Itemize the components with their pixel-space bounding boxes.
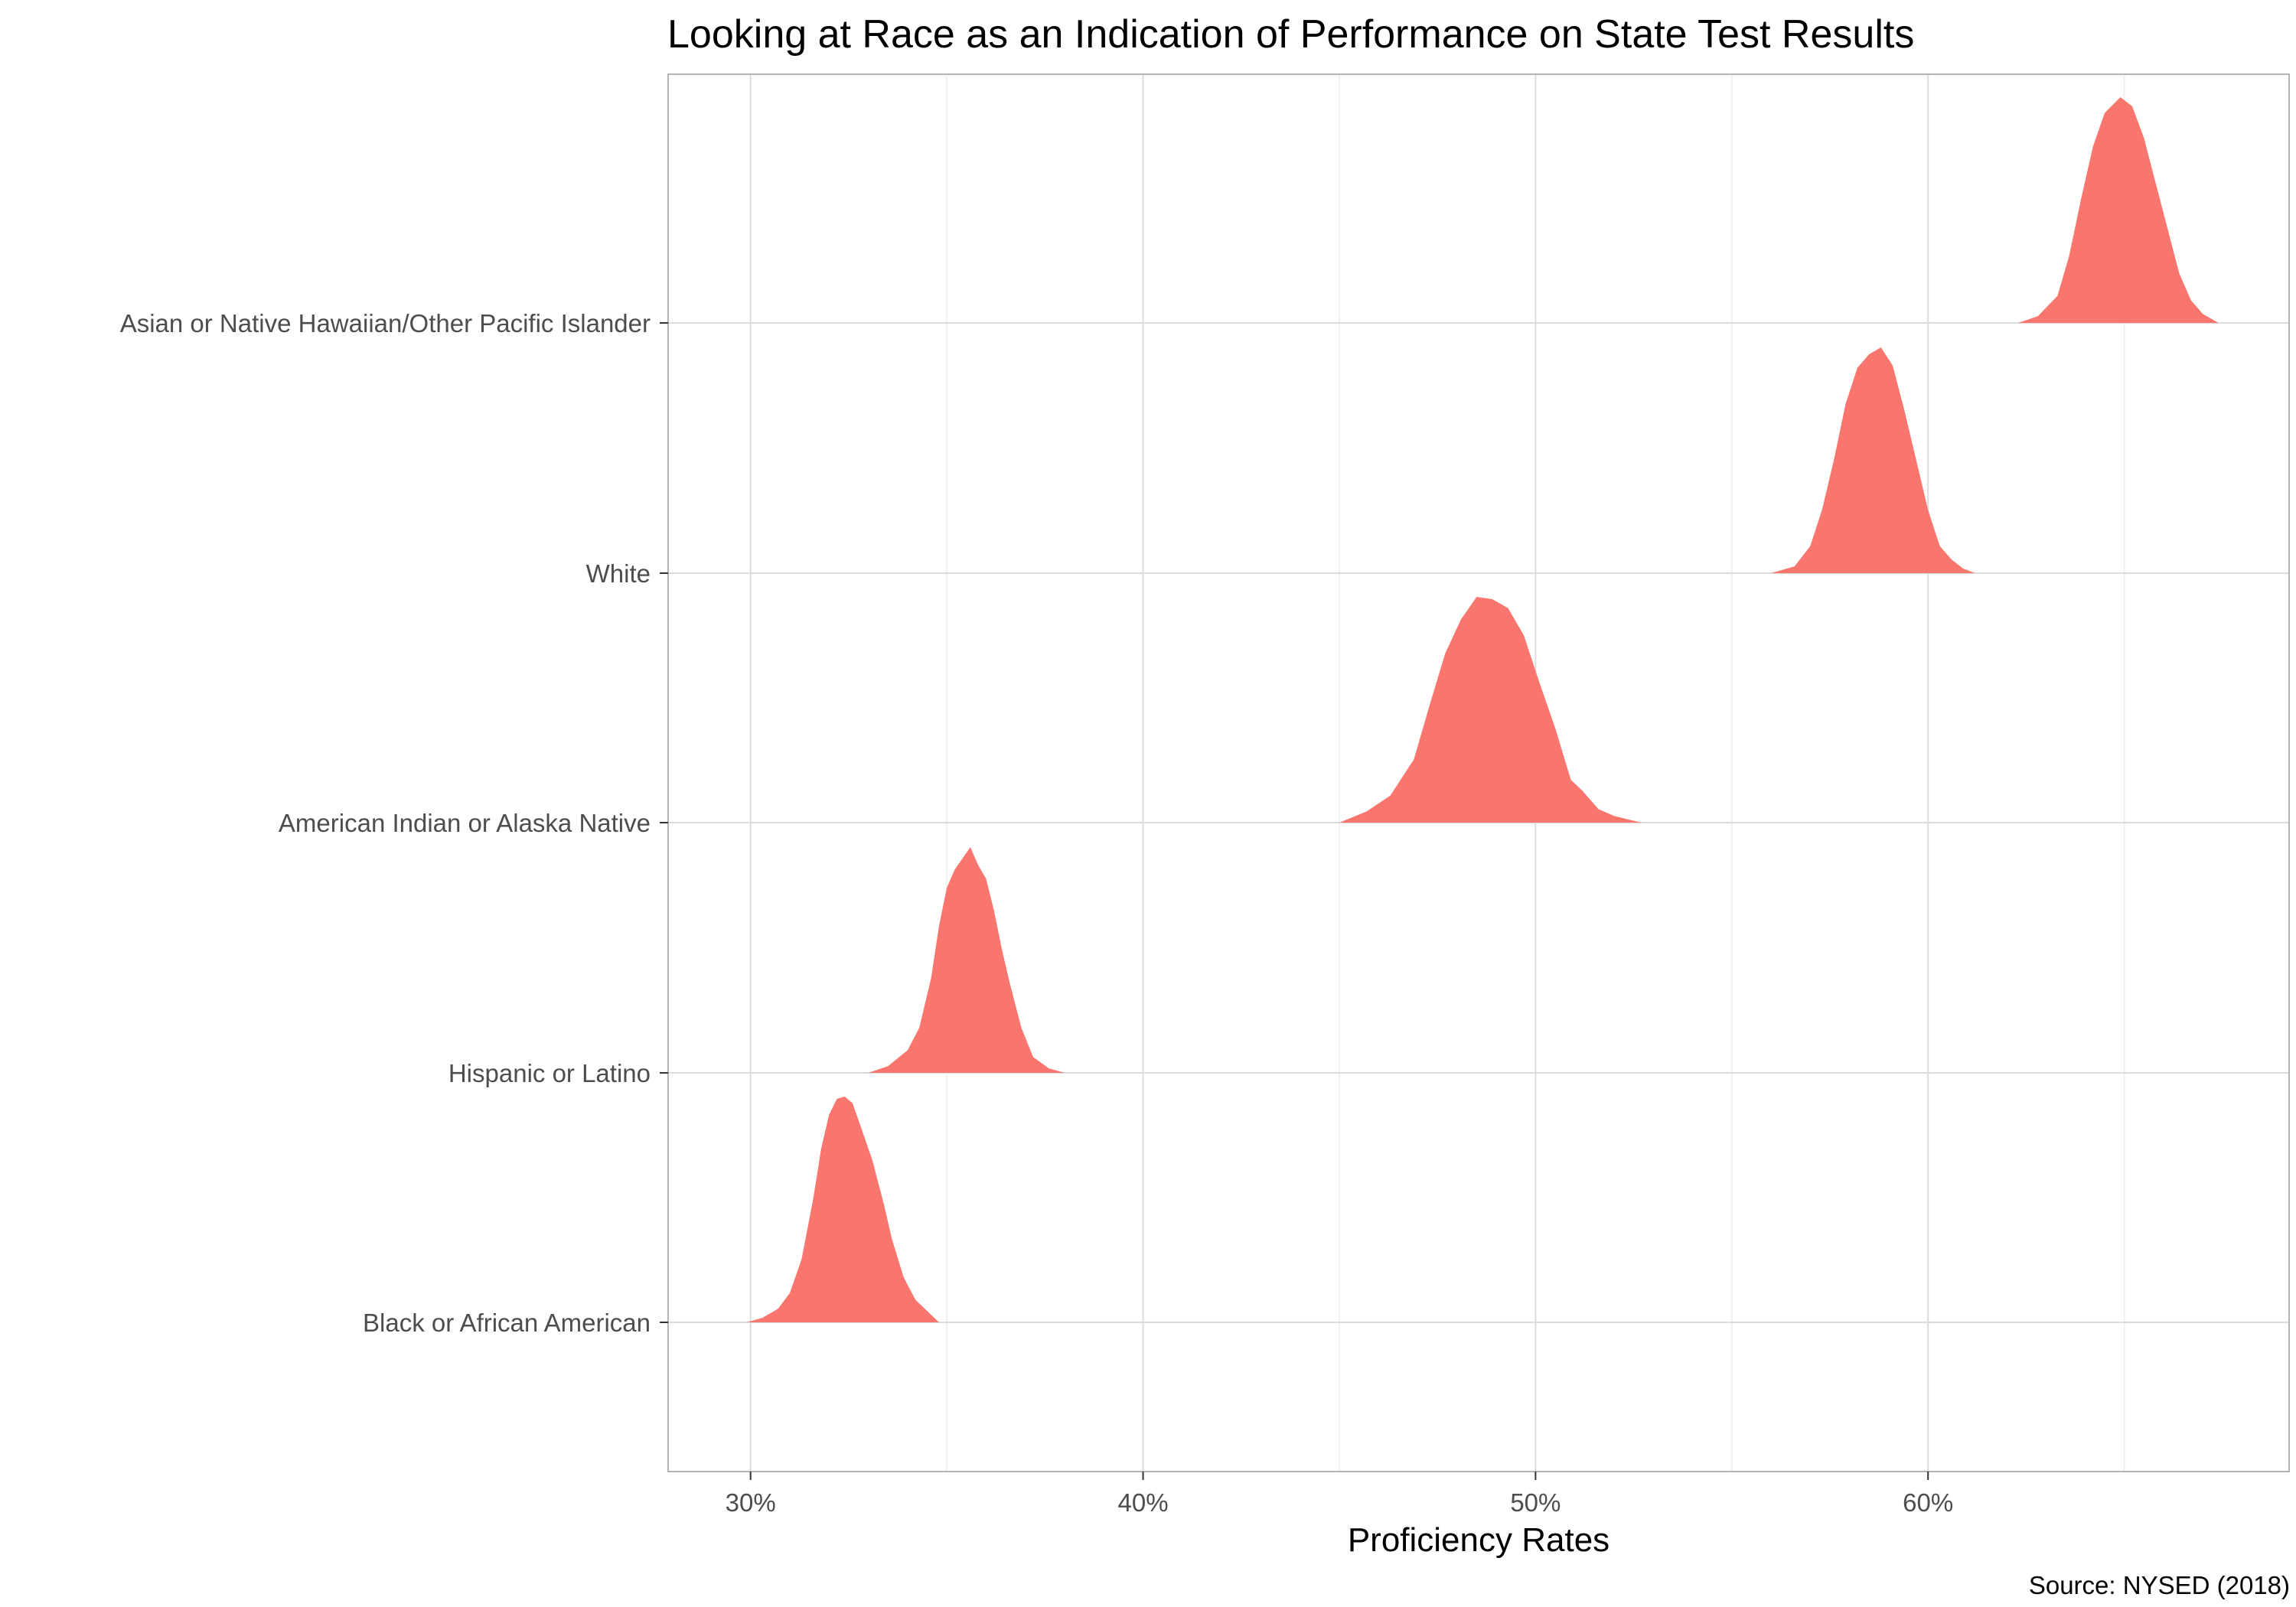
x-tick-label-30: 30%	[726, 1488, 776, 1517]
ridge-0	[746, 1097, 939, 1322]
chart-title: Looking at Race as an Indication of Perf…	[667, 12, 1914, 57]
x-tick-label-60: 60%	[1903, 1488, 1953, 1517]
y-label-1: Hispanic or Latino	[448, 1059, 651, 1087]
ridge-2	[1339, 597, 1642, 823]
source-caption: Source: NYSED (2018)	[2029, 1571, 2290, 1599]
y-label-3: White	[586, 559, 651, 588]
x-axis-title: Proficiency Rates	[1348, 1521, 1609, 1559]
x-axis-ticks: 30% 40% 50% 60%	[726, 1472, 1953, 1517]
y-axis-labels: Black or African American Hispanic or Lat…	[120, 309, 668, 1337]
panel-border	[667, 73, 2290, 1472]
ridge-4	[2018, 97, 2219, 323]
y-label-2: American Indian or Alaska Native	[279, 809, 651, 837]
y-label-0: Black or African American	[363, 1309, 651, 1337]
x-tick-label-40: 40%	[1117, 1488, 1168, 1517]
x-tick-label-50: 50%	[1510, 1488, 1561, 1517]
ridge-3	[1771, 347, 1975, 573]
y-label-4: Asian or Native Hawaiian/Other Pacific I…	[120, 309, 651, 337]
ridge-1	[868, 847, 1065, 1073]
ridges	[746, 97, 2219, 1322]
